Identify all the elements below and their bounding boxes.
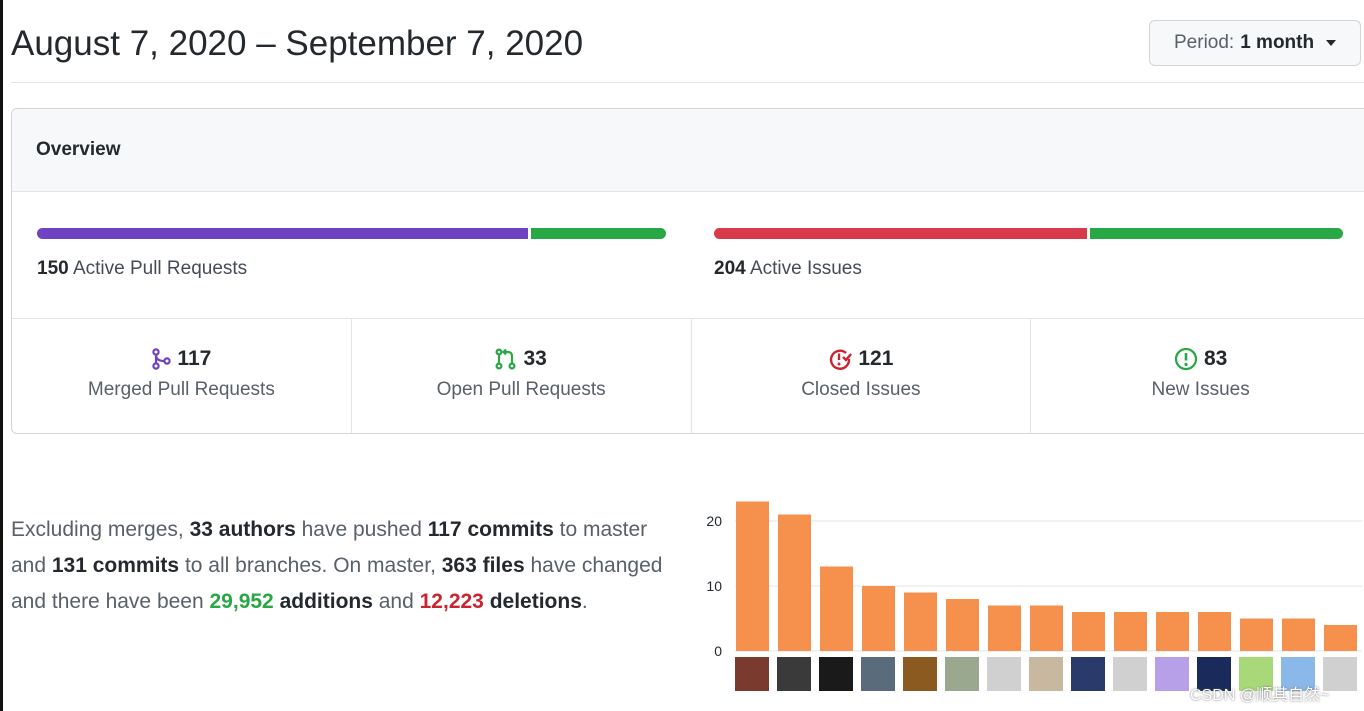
- issue-opened-icon: [1174, 347, 1198, 371]
- master-commits-count: 117 commits: [427, 518, 554, 541]
- git-pull-request-icon: [495, 348, 517, 370]
- new-issues-count: 83: [1203, 347, 1228, 370]
- active-issues-label: Active Issues: [749, 258, 862, 279]
- period-label: Period:: [1174, 32, 1235, 53]
- author-avatar[interactable]: [1197, 657, 1231, 691]
- stats-row: 117 Merged Pull Requests 33 Open Pull Re…: [12, 319, 1364, 433]
- author-avatar[interactable]: [903, 657, 937, 691]
- overview-panel: Overview 150 Active Pull Requests 204 Ac…: [11, 108, 1364, 434]
- deletions-label: deletions: [483, 590, 582, 613]
- additions-count: 29,952: [209, 590, 274, 613]
- all-branches-commits-count: 131 commits: [51, 554, 180, 577]
- additions-label: additions: [273, 590, 373, 613]
- bar-14[interactable]: [1282, 618, 1315, 652]
- bar-9[interactable]: [1072, 612, 1105, 651]
- git-merge-icon: [151, 348, 172, 370]
- commit-summary: Excluding merges, 33 authors have pushed…: [11, 512, 671, 620]
- summary-text: have changed and there have been: [11, 554, 663, 613]
- author-avatar[interactable]: [1071, 657, 1105, 691]
- active-pull-requests-caption: 150 Active Pull Requests: [37, 258, 247, 280]
- commits-by-author-chart: 0 10 20: [706, 501, 1362, 658]
- issues-progress-bar: [714, 228, 1343, 239]
- summary-text: .: [581, 590, 588, 613]
- pull-request-progress-bar: [37, 228, 666, 239]
- author-avatar[interactable]: [1155, 657, 1189, 691]
- stat-open-pull-requests[interactable]: 33 Open Pull Requests: [352, 319, 692, 433]
- summary-text: have pushed: [295, 518, 428, 541]
- bar-3[interactable]: [820, 566, 853, 652]
- bar-12[interactable]: [1198, 612, 1231, 651]
- new-issues-label: New Issues: [1151, 379, 1250, 400]
- summary-text: to master and: [11, 518, 648, 577]
- author-avatar[interactable]: [819, 657, 853, 691]
- y-tick-label: 0: [714, 643, 722, 658]
- bar-5[interactable]: [904, 592, 937, 652]
- active-issues-count: 204: [714, 258, 746, 279]
- author-avatar[interactable]: [1323, 657, 1357, 691]
- author-avatar[interactable]: [1113, 657, 1147, 691]
- bar-1[interactable]: [736, 501, 769, 652]
- summary-text: to all branches. On master,: [179, 554, 442, 577]
- overview-header: Overview: [12, 109, 1364, 192]
- issue-closed-icon: [828, 347, 853, 371]
- summary-text: Excluding merges,: [11, 518, 190, 541]
- merged-segment: [37, 228, 528, 239]
- author-avatar[interactable]: [777, 657, 811, 691]
- active-issues-caption: 204 Active Issues: [714, 258, 862, 280]
- window-left-edge: [0, 0, 3, 711]
- author-avatar[interactable]: [1029, 657, 1063, 691]
- period-value: 1 month: [1240, 32, 1315, 53]
- activity-bars: 150 Active Pull Requests 204 Active Issu…: [12, 192, 1364, 319]
- stat-closed-issues[interactable]: 121 Closed Issues: [692, 319, 1032, 433]
- bar-11[interactable]: [1156, 612, 1189, 651]
- author-avatar[interactable]: [1239, 657, 1273, 691]
- new-segment: [1089, 228, 1343, 239]
- open-pr-label: Open Pull Requests: [436, 379, 606, 400]
- watermark: CSDN @顺其自然~: [1190, 687, 1330, 704]
- deletions-count: 12,223: [419, 590, 484, 613]
- open-segment: [530, 228, 666, 239]
- author-avatar[interactable]: [1281, 657, 1315, 691]
- header-divider: [11, 82, 1364, 83]
- bar-8[interactable]: [1030, 605, 1063, 652]
- summary-text: and: [372, 590, 420, 613]
- author-avatar[interactable]: [735, 657, 769, 691]
- y-tick-label: 10: [706, 578, 722, 594]
- bar-4[interactable]: [862, 586, 895, 651]
- y-tick-label: 20: [706, 513, 722, 529]
- authors-count: 33 authors: [189, 518, 296, 541]
- page-title: August 7, 2020 – September 7, 2020: [11, 24, 584, 63]
- bar-13[interactable]: [1240, 618, 1273, 652]
- author-avatar[interactable]: [945, 657, 979, 691]
- stat-new-issues[interactable]: 83 New Issues: [1031, 319, 1364, 433]
- active-pull-requests-count: 150: [37, 258, 69, 279]
- closed-issues-count: 121: [858, 347, 894, 370]
- bar-6[interactable]: [946, 599, 979, 651]
- bar-2[interactable]: [778, 514, 811, 652]
- stat-merged-pull-requests[interactable]: 117 Merged Pull Requests: [12, 319, 352, 433]
- caret-down-icon: [1326, 40, 1337, 46]
- files-count: 363 files: [441, 554, 525, 577]
- closed-segment: [714, 228, 1087, 239]
- closed-issues-label: Closed Issues: [801, 379, 921, 400]
- merged-label: Merged Pull Requests: [87, 379, 275, 400]
- merged-count: 117: [177, 347, 212, 370]
- period-dropdown[interactable]: Period: 1 month: [1149, 20, 1361, 66]
- author-avatar[interactable]: [861, 657, 895, 691]
- bar-7[interactable]: [988, 605, 1021, 652]
- bar-10[interactable]: [1114, 612, 1147, 651]
- active-pull-requests-label: Active Pull Requests: [72, 258, 248, 279]
- open-pr-count: 33: [523, 347, 547, 370]
- author-avatar[interactable]: [987, 657, 1021, 691]
- bar-15[interactable]: [1324, 625, 1357, 651]
